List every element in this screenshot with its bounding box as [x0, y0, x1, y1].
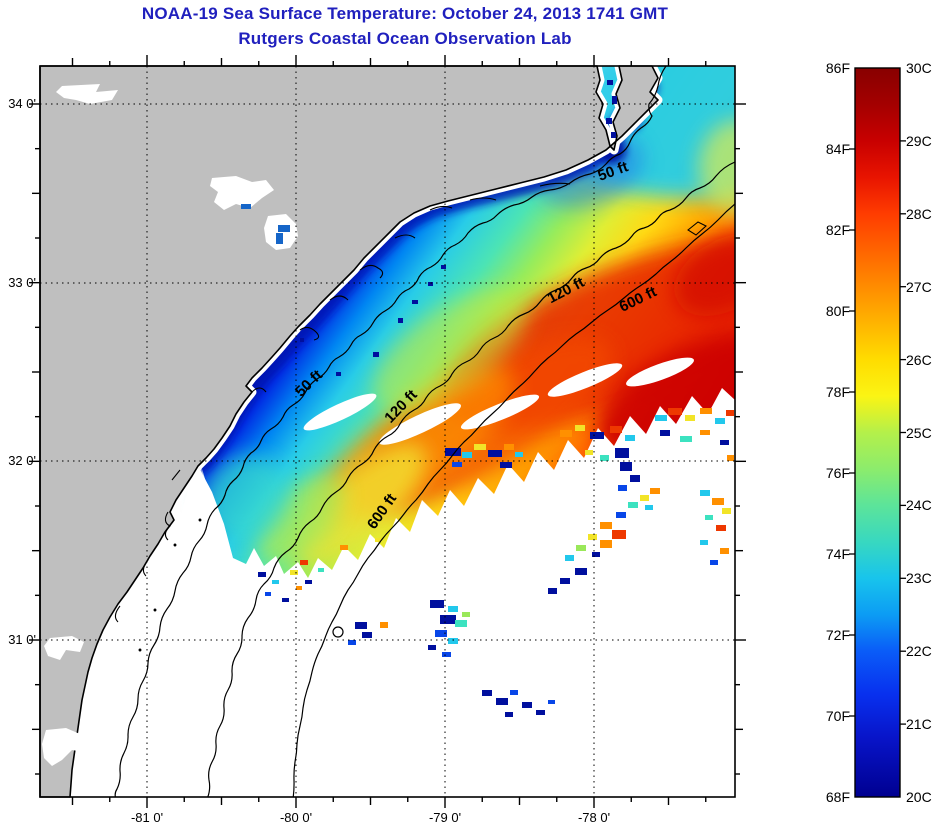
- cloud-speckles: [258, 408, 734, 717]
- colorbar-f-label: 76F: [825, 465, 850, 481]
- colorbar-c-label: 21C: [906, 716, 932, 733]
- lon-tick-label: -79 0': [428, 810, 462, 825]
- land: [35, 61, 663, 802]
- colorbar-c-label: 20C: [906, 789, 932, 805]
- colorbar-f-label: 86F: [825, 60, 850, 76]
- colorbar-f-label: 82F: [825, 222, 850, 238]
- contour-600ft: [292, 203, 735, 797]
- lat-tick-label: 31 0': [8, 632, 36, 647]
- lat-tick-label: 32 0': [8, 453, 36, 468]
- lon-tick-label: -81 0': [130, 810, 164, 825]
- colorbar: [854, 67, 901, 798]
- colorbar-c-label: 23C: [906, 570, 932, 587]
- colorbar-c-label: 29C: [906, 132, 932, 149]
- axis-ticks: [29, 55, 746, 808]
- colorbar-ticks: [849, 140, 906, 725]
- lon-tick-label: -78 0': [577, 810, 611, 825]
- colorbar-c-label: 24C: [906, 497, 932, 514]
- colorbar-c-label: 22C: [906, 643, 932, 660]
- coastal-detail-squiggles: [114, 182, 707, 652]
- colorbar-f-label: 74F: [825, 546, 850, 562]
- colorbar-f-label: 80F: [825, 303, 850, 319]
- colorbar-f-label: 84F: [825, 141, 850, 157]
- colorbar-c-label: 26C: [906, 351, 932, 368]
- lat-tick-label: 34 0': [8, 96, 36, 111]
- coastal-blue-specks: [241, 80, 617, 376]
- cloud-mask: [100, 127, 735, 797]
- colorbar-f-label: 68F: [825, 789, 850, 805]
- land-polygon: [39, 65, 659, 798]
- colorbar-c-label: 25C: [906, 424, 932, 441]
- colorbar-c-label: 27C: [906, 278, 932, 295]
- plot-frame: [39, 65, 736, 798]
- lon-tick-label: -80 0': [279, 810, 313, 825]
- graticule-gridlines: [40, 66, 735, 797]
- eddy-contour: [332, 626, 344, 638]
- colorbar-c-label: 28C: [906, 205, 932, 222]
- lat-tick-label: 33 0': [8, 275, 36, 290]
- figure-subtitle: Rutgers Coastal Ocean Observation Lab: [238, 29, 572, 48]
- colorbar-f-label: 72F: [825, 627, 850, 643]
- colorbar-f-label: 78F: [825, 384, 850, 400]
- colorbar-c-label: 30C: [906, 60, 932, 76]
- contour-120ft: [207, 161, 735, 797]
- figure-title: NOAA-19 Sea Surface Temperature: October…: [141, 4, 669, 23]
- colorbar-f-label: 70F: [825, 708, 850, 724]
